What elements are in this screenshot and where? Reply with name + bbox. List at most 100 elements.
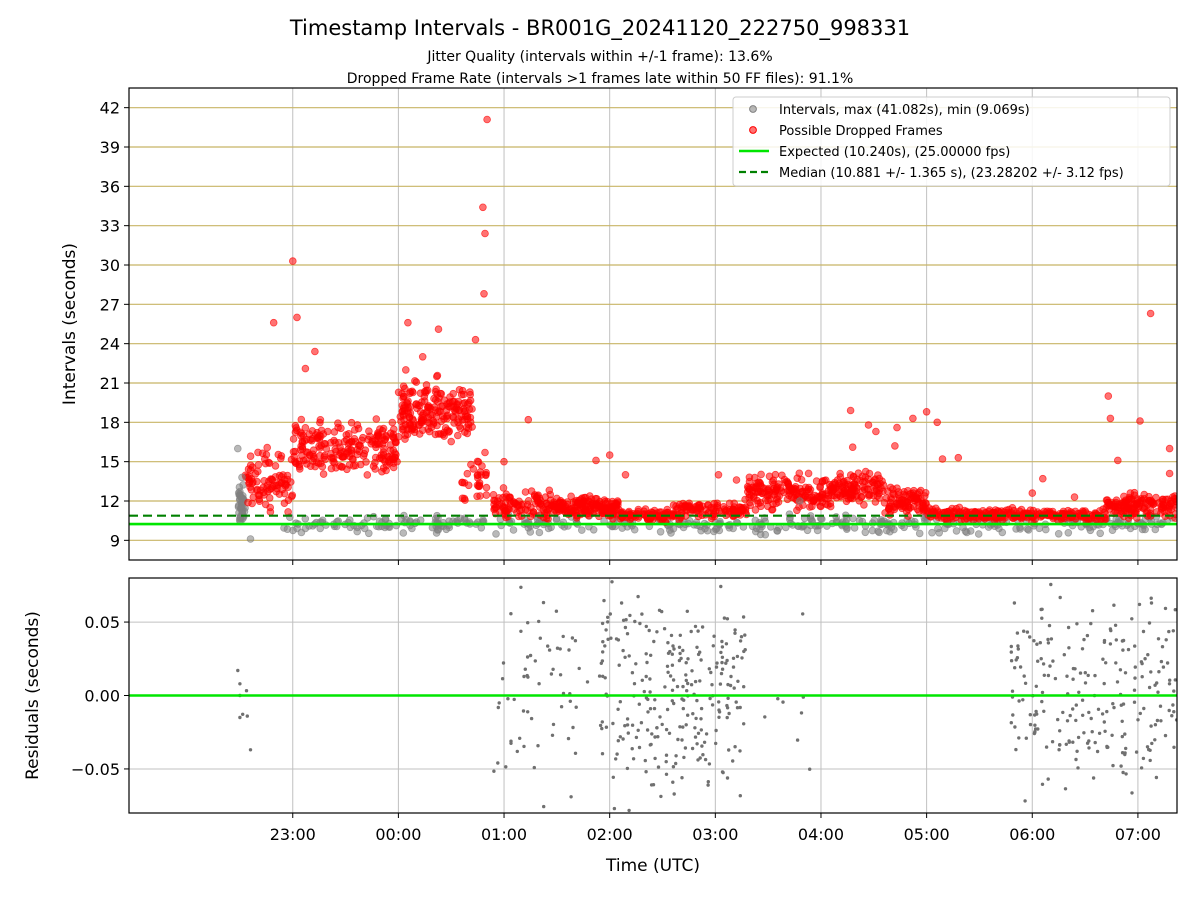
residual-point xyxy=(733,745,737,749)
residual-point xyxy=(1110,733,1114,737)
residual-point xyxy=(631,757,636,761)
residual-point xyxy=(623,655,627,659)
dropped-frame-point xyxy=(482,483,491,492)
residual-point xyxy=(538,636,542,640)
residual-point xyxy=(1112,603,1116,607)
residual-point xyxy=(682,698,686,702)
residual-point xyxy=(1068,713,1072,718)
residual-point xyxy=(686,681,690,686)
dropped-frame-point xyxy=(605,451,614,459)
residual-point xyxy=(781,700,785,704)
residual-point xyxy=(533,659,537,663)
residual-point xyxy=(674,754,678,758)
interval-point xyxy=(589,525,598,534)
residual-point xyxy=(1089,621,1093,626)
residual-point xyxy=(567,648,571,652)
residual-point xyxy=(1080,698,1085,702)
dropped-frame-point xyxy=(400,415,408,424)
dropped-frame-point xyxy=(373,432,382,440)
dropped-frame-point xyxy=(295,460,303,469)
dropped-frame-point xyxy=(269,318,278,327)
dropped-frame-point xyxy=(710,510,718,519)
residual-point xyxy=(1108,642,1113,646)
residual-point xyxy=(648,677,652,681)
bottom-xtick-label: 03:00 xyxy=(692,825,738,844)
residual-point xyxy=(601,674,605,678)
residual-point xyxy=(1058,729,1062,733)
residual-point xyxy=(1158,704,1163,708)
residual-point xyxy=(1042,709,1046,713)
residual-point xyxy=(729,674,733,679)
residual-point xyxy=(525,655,530,659)
residual-point xyxy=(1132,700,1137,704)
residual-point xyxy=(670,688,675,692)
residual-point xyxy=(529,716,534,721)
residual-point xyxy=(541,600,546,605)
residual-point xyxy=(1065,719,1070,723)
residual-point xyxy=(630,723,635,727)
residual-point xyxy=(1086,673,1090,678)
residual-point xyxy=(1148,748,1152,752)
dropped-frame-point xyxy=(317,426,326,435)
dropped-frame-point xyxy=(1100,516,1108,524)
residual-point xyxy=(685,609,689,613)
residual-point xyxy=(667,731,672,735)
residual-point xyxy=(537,619,541,624)
dropped-frame-point xyxy=(404,410,413,418)
dropped-frame-point xyxy=(293,313,301,322)
residual-point xyxy=(571,725,575,730)
interval-point xyxy=(803,526,812,535)
interval-point xyxy=(577,526,586,534)
residual-point xyxy=(1074,703,1079,707)
residual-point xyxy=(1100,712,1105,716)
residual-point xyxy=(699,717,703,721)
residual-point xyxy=(1025,630,1030,634)
dropped-frame-point xyxy=(479,203,487,212)
residual-point xyxy=(1101,657,1105,661)
dropped-frame-point xyxy=(265,477,273,486)
residual-point xyxy=(799,711,804,715)
dropped-frame-point xyxy=(436,389,445,398)
residual-point xyxy=(1177,661,1180,664)
dropped-frame-point xyxy=(432,372,441,381)
residual-point xyxy=(684,661,688,665)
dropped-frame-point xyxy=(895,496,903,504)
residual-point xyxy=(1104,661,1108,665)
dropped-frame-point xyxy=(345,438,354,447)
residual-point xyxy=(609,636,613,640)
interval-point xyxy=(408,524,416,533)
dropped-frame-point xyxy=(480,289,488,298)
residual-point xyxy=(728,683,733,688)
dropped-frame-point xyxy=(791,485,800,493)
residual-point xyxy=(663,685,667,689)
residual-point xyxy=(1147,685,1152,690)
residual-point xyxy=(680,776,684,780)
bottom-ytick-label: −0.05 xyxy=(71,760,120,779)
residual-point xyxy=(623,724,627,728)
residual-point xyxy=(1085,633,1090,638)
interval-point xyxy=(297,528,306,537)
dropped-frame-point xyxy=(725,507,733,516)
residual-point xyxy=(1081,713,1085,717)
dropped-frame-point xyxy=(1117,507,1125,515)
dropped-frame-point xyxy=(1120,492,1128,501)
residual-point xyxy=(685,689,689,693)
residual-point xyxy=(671,780,675,784)
residual-point xyxy=(1036,727,1040,731)
dropped-frame-point xyxy=(781,478,790,487)
dropped-frame-point xyxy=(943,507,952,516)
residual-point xyxy=(712,634,716,638)
residual-point xyxy=(1149,670,1153,674)
residual-point xyxy=(662,627,667,631)
dropped-frame-point xyxy=(764,496,772,505)
interval-point xyxy=(795,497,804,505)
bottom-xtick-label: 00:00 xyxy=(375,825,421,844)
residual-point xyxy=(1111,702,1115,706)
interval-point xyxy=(752,524,761,533)
dropped-frame-point xyxy=(311,347,319,356)
residual-point xyxy=(763,715,767,719)
dropped-frame-point xyxy=(1157,505,1166,513)
residual-point xyxy=(701,753,705,757)
residual-point xyxy=(1071,740,1075,744)
residual-point xyxy=(699,658,703,662)
